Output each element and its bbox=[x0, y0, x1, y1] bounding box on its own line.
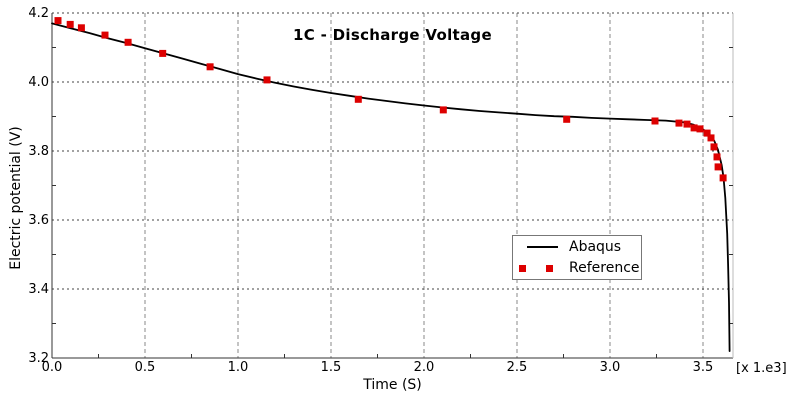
reference-point bbox=[124, 38, 132, 46]
reference-point bbox=[719, 174, 727, 182]
x-tick-label: 2.5 bbox=[507, 360, 528, 375]
y-tick-label: 3.8 bbox=[28, 144, 49, 159]
reference-point bbox=[101, 31, 109, 39]
reference-point bbox=[66, 20, 74, 28]
y-tick-label: 4.2 bbox=[28, 6, 49, 21]
x-tick-label: 3.0 bbox=[600, 360, 621, 375]
reference-point bbox=[54, 17, 62, 25]
legend-item-reference: Reference bbox=[518, 259, 641, 277]
square-marker-icon bbox=[519, 264, 526, 272]
y-axis-label: Electric potential (V) bbox=[8, 126, 24, 270]
reference-point bbox=[703, 129, 711, 137]
legend-marker-swatch bbox=[518, 263, 562, 273]
reference-point bbox=[696, 125, 704, 133]
reference-point bbox=[714, 163, 722, 171]
legend: Abaqus Reference bbox=[512, 235, 642, 280]
square-marker-icon bbox=[546, 264, 553, 272]
line-swatch-icon bbox=[527, 246, 558, 249]
x-tick-label: 1.5 bbox=[321, 360, 342, 375]
gridlines bbox=[52, 12, 733, 358]
reference-point bbox=[683, 120, 691, 128]
x-axis-label: Time (S) bbox=[363, 377, 422, 393]
x-tick-label: 2.0 bbox=[414, 360, 435, 375]
legend-item-label: Reference bbox=[569, 259, 640, 276]
reference-point bbox=[263, 76, 271, 84]
reference-point bbox=[159, 49, 167, 57]
y-tick-label: 4.0 bbox=[28, 75, 49, 90]
reference-point bbox=[707, 134, 715, 142]
y-tick-label: 3.2 bbox=[28, 351, 49, 366]
legend-item-label: Abaqus bbox=[569, 239, 622, 256]
reference-point bbox=[354, 95, 362, 103]
legend-item-abaqus: Abaqus bbox=[518, 238, 641, 256]
reference-point bbox=[77, 24, 85, 32]
axis-multiplier-label: [x 1.e3] bbox=[736, 361, 787, 376]
legend-line-swatch bbox=[518, 242, 562, 252]
chart-title: 1C - Discharge Voltage bbox=[293, 26, 492, 44]
reference-point bbox=[439, 106, 447, 114]
x-tick-label: 3.5 bbox=[693, 360, 714, 375]
reference-point bbox=[206, 63, 214, 71]
x-tick-label: 0.5 bbox=[135, 360, 156, 375]
reference-point bbox=[713, 153, 721, 161]
reference-point bbox=[563, 115, 571, 123]
y-tick-label: 3.6 bbox=[28, 213, 49, 228]
reference-point bbox=[690, 124, 698, 132]
reference-point bbox=[651, 117, 659, 125]
x-tick-label: 0.0 bbox=[42, 360, 63, 375]
plot-frame bbox=[51, 13, 734, 359]
minor-ticks bbox=[52, 47, 733, 358]
reference-point bbox=[675, 119, 683, 127]
reference-point bbox=[710, 143, 718, 151]
x-tick-label: 1.0 bbox=[228, 360, 249, 375]
y-tick-label: 3.4 bbox=[28, 282, 49, 297]
tick-labels: 0.0 0.5 1.0 1.5 2.0 2.5 3.0 3.5 3.2 3.4 3.6 3.8 4.0 4… bbox=[28, 6, 713, 375]
abaqus-curve bbox=[51, 22, 731, 353]
reference-markers bbox=[54, 17, 727, 182]
